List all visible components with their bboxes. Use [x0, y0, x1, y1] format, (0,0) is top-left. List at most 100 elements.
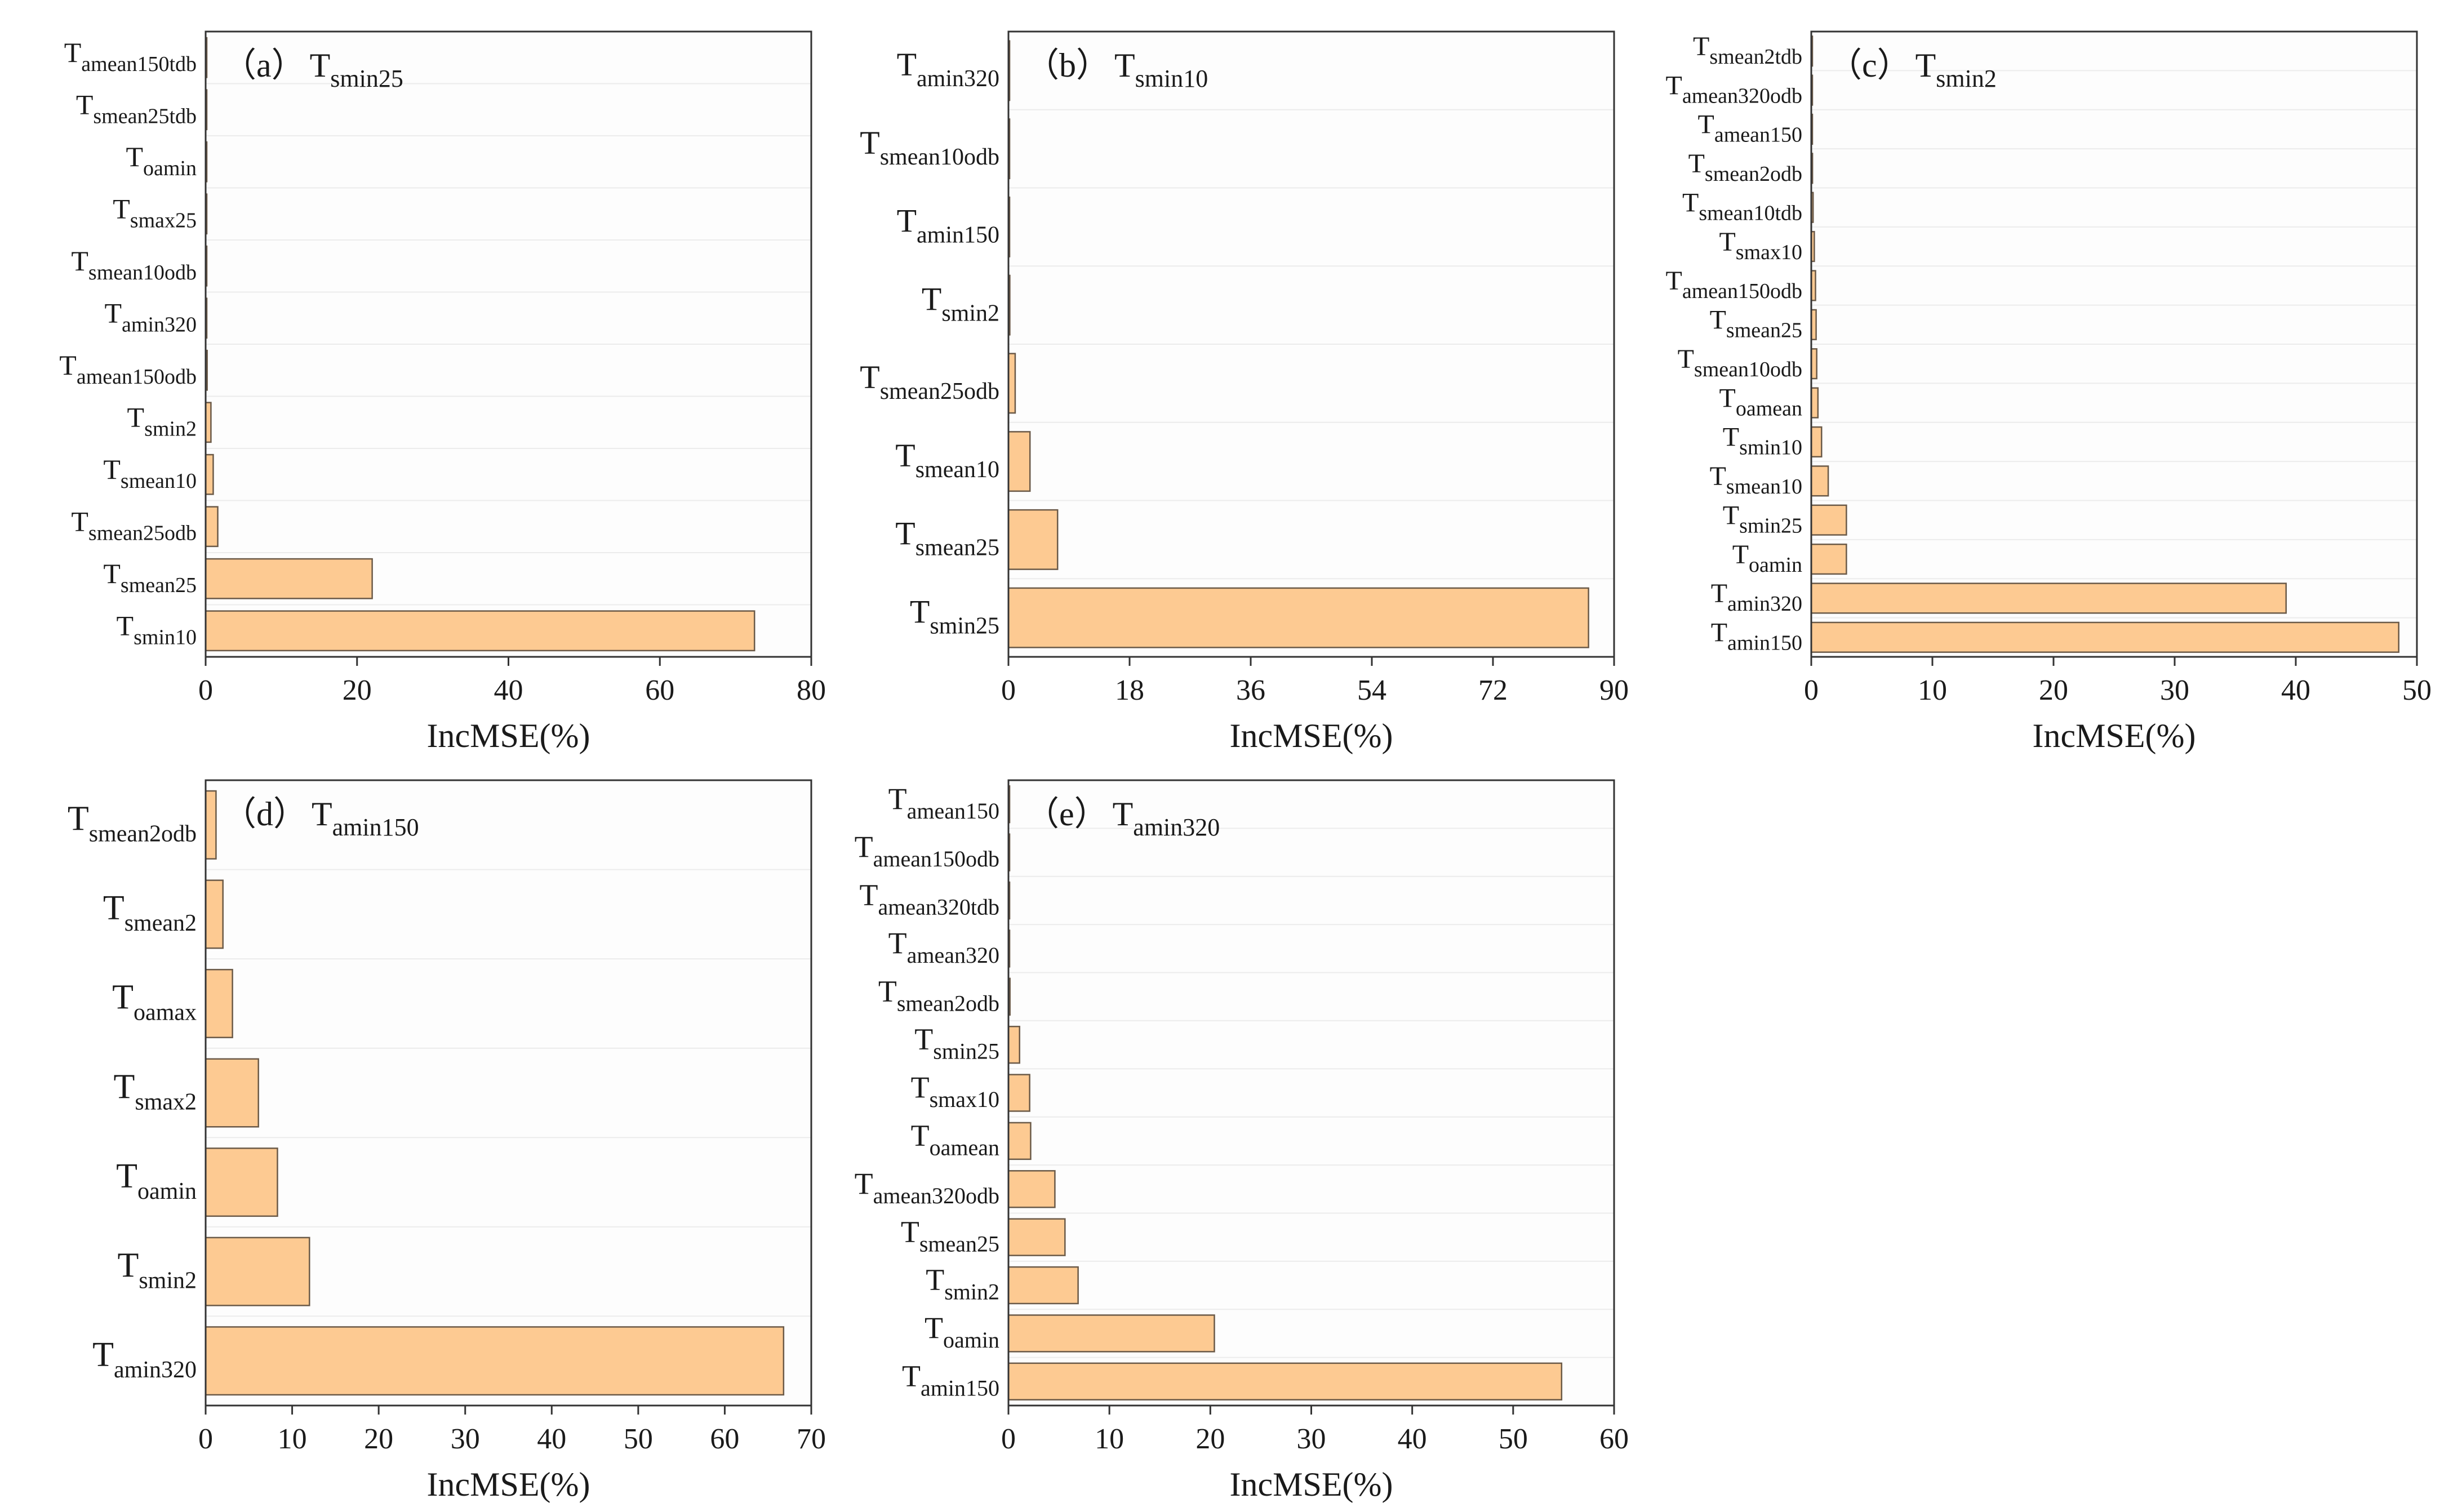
- category-label-main: T: [1693, 32, 1709, 61]
- category-label: Tsmin2: [117, 1246, 197, 1293]
- category-label: Tamean320odb: [1666, 70, 1802, 108]
- bar: [205, 790, 217, 860]
- category-label: Tsmean25: [103, 558, 197, 597]
- category-label: Tsmean2: [103, 889, 197, 936]
- category-label: Tsmax10: [1719, 227, 1802, 264]
- category-label-sub: smax25: [130, 208, 197, 232]
- category-label-main: T: [64, 37, 82, 68]
- category-label-main: T: [117, 1246, 139, 1284]
- panel-title-sub: smin2: [1936, 65, 1997, 92]
- category-label: Tamin320: [1711, 579, 1802, 616]
- category-label-main: T: [59, 349, 77, 381]
- category-label-main: T: [897, 46, 917, 83]
- category-label: Tsmean2odb: [68, 800, 197, 847]
- category-label-main: T: [1723, 423, 1739, 452]
- category-label-sub: smax10: [930, 1087, 999, 1112]
- category-label: Tamin150: [897, 203, 999, 248]
- category-label-main: T: [103, 558, 121, 589]
- x-tick-label: 40: [2281, 674, 2310, 706]
- bar: [1007, 431, 1031, 492]
- bar: [205, 610, 755, 652]
- category-label: Tamean150odb: [1666, 266, 1802, 303]
- panel-title-main: T: [1915, 47, 1936, 84]
- x-tick-label: 0: [1001, 674, 1016, 706]
- category-label-sub: smean10odb: [880, 144, 999, 170]
- category-label-main: T: [1666, 70, 1682, 100]
- category-label-sub: smean10odb: [88, 261, 197, 284]
- x-tick-label: 60: [645, 674, 674, 706]
- x-tick-label: 40: [537, 1423, 566, 1455]
- category-label-main: T: [103, 453, 121, 485]
- category-label-sub: amin320: [1727, 592, 1802, 616]
- panel-title-sub: smin10: [1135, 65, 1208, 92]
- category-label-sub: smean25: [1726, 319, 1802, 343]
- category-label-main: T: [902, 1359, 921, 1393]
- bar: [1007, 1025, 1020, 1064]
- x-tick-label: 18: [1115, 674, 1144, 706]
- x-tick-label: 20: [1195, 1423, 1225, 1455]
- category-label-sub: amean320odb: [873, 1183, 999, 1208]
- bar: [1810, 582, 2287, 614]
- bar: [1810, 621, 2399, 653]
- category-label-main: T: [103, 889, 125, 927]
- category-label: Tsmean10tdb: [1682, 188, 1802, 225]
- chart-panels: Tamean150tdbTsmean25tdbToaminTsmax25Tsme…: [59, 30, 2432, 1503]
- bar: [205, 1326, 785, 1396]
- panel-title-sub: smin25: [330, 65, 403, 92]
- category-label-main: T: [878, 974, 897, 1008]
- category-label: Tsmean10: [895, 437, 999, 483]
- bar: [1810, 465, 1829, 497]
- category-label: Tsmin25: [1723, 500, 1802, 537]
- category-label: Tamean320odb: [855, 1167, 999, 1208]
- x-tick-label: 20: [364, 1423, 393, 1455]
- x-tick-label: 70: [797, 1423, 826, 1455]
- category-label-sub: smean10: [915, 457, 999, 483]
- category-label-main: T: [112, 979, 134, 1017]
- category-label: Tsmin2: [922, 281, 999, 326]
- category-label-main: T: [860, 878, 878, 912]
- panel-title-main: T: [1113, 795, 1134, 833]
- x-tick-label: 30: [1297, 1423, 1326, 1455]
- category-label: Tamin320: [104, 297, 197, 336]
- category-label: Tamin320: [92, 1336, 197, 1383]
- category-label-main: T: [1678, 344, 1694, 374]
- category-label: Tsmin10: [1723, 423, 1802, 460]
- category-label: Tamean150odb: [59, 349, 197, 389]
- x-tick-label: 10: [278, 1423, 307, 1455]
- category-label-sub: smean2odb: [1705, 162, 1802, 186]
- category-label-sub: oamean: [1736, 397, 1802, 420]
- category-label-main: T: [1711, 579, 1727, 608]
- category-label: Tsmean10odb: [71, 245, 197, 284]
- plot-frame: [1007, 30, 1615, 658]
- panel-letter: （a）: [223, 47, 305, 84]
- category-label-sub: smin10: [1739, 436, 1802, 460]
- category-label-sub: amean150: [907, 798, 999, 824]
- category-label-sub: smin2: [144, 417, 197, 441]
- category-label: Tsmean2tdb: [1693, 32, 1802, 69]
- category-label: Tamin150: [1711, 618, 1802, 655]
- x-tick-label: 72: [1478, 674, 1508, 706]
- category-label-main: T: [1719, 227, 1735, 257]
- category-label-main: T: [92, 1336, 114, 1374]
- category-label-main: T: [926, 1263, 944, 1297]
- category-label-sub: smean2odb: [89, 821, 197, 847]
- category-label-main: T: [1682, 188, 1699, 217]
- category-label: Tsmean10: [1710, 461, 1802, 499]
- category-label-sub: amean150odb: [77, 365, 197, 389]
- panel-letter: （b）: [1025, 47, 1110, 84]
- category-label-sub: oamin: [1749, 553, 1802, 577]
- category-label-sub: smean2tdb: [1709, 45, 1802, 69]
- category-label-sub: amin320: [114, 1357, 197, 1383]
- x-tick-label: 20: [2039, 674, 2068, 706]
- category-label-sub: amin320: [917, 66, 999, 92]
- category-label-main: T: [71, 505, 88, 537]
- bar: [1007, 1170, 1056, 1208]
- category-label: Tsmean10odb: [1678, 344, 1802, 381]
- bar: [1007, 1362, 1563, 1401]
- category-label-main: T: [911, 1070, 930, 1104]
- category-label-sub: amean320: [907, 942, 999, 968]
- plot-frame: [205, 779, 812, 1407]
- x-tick-label: 0: [198, 1423, 213, 1455]
- category-label-main: T: [860, 124, 879, 161]
- category-label: Tamean150odb: [855, 830, 999, 871]
